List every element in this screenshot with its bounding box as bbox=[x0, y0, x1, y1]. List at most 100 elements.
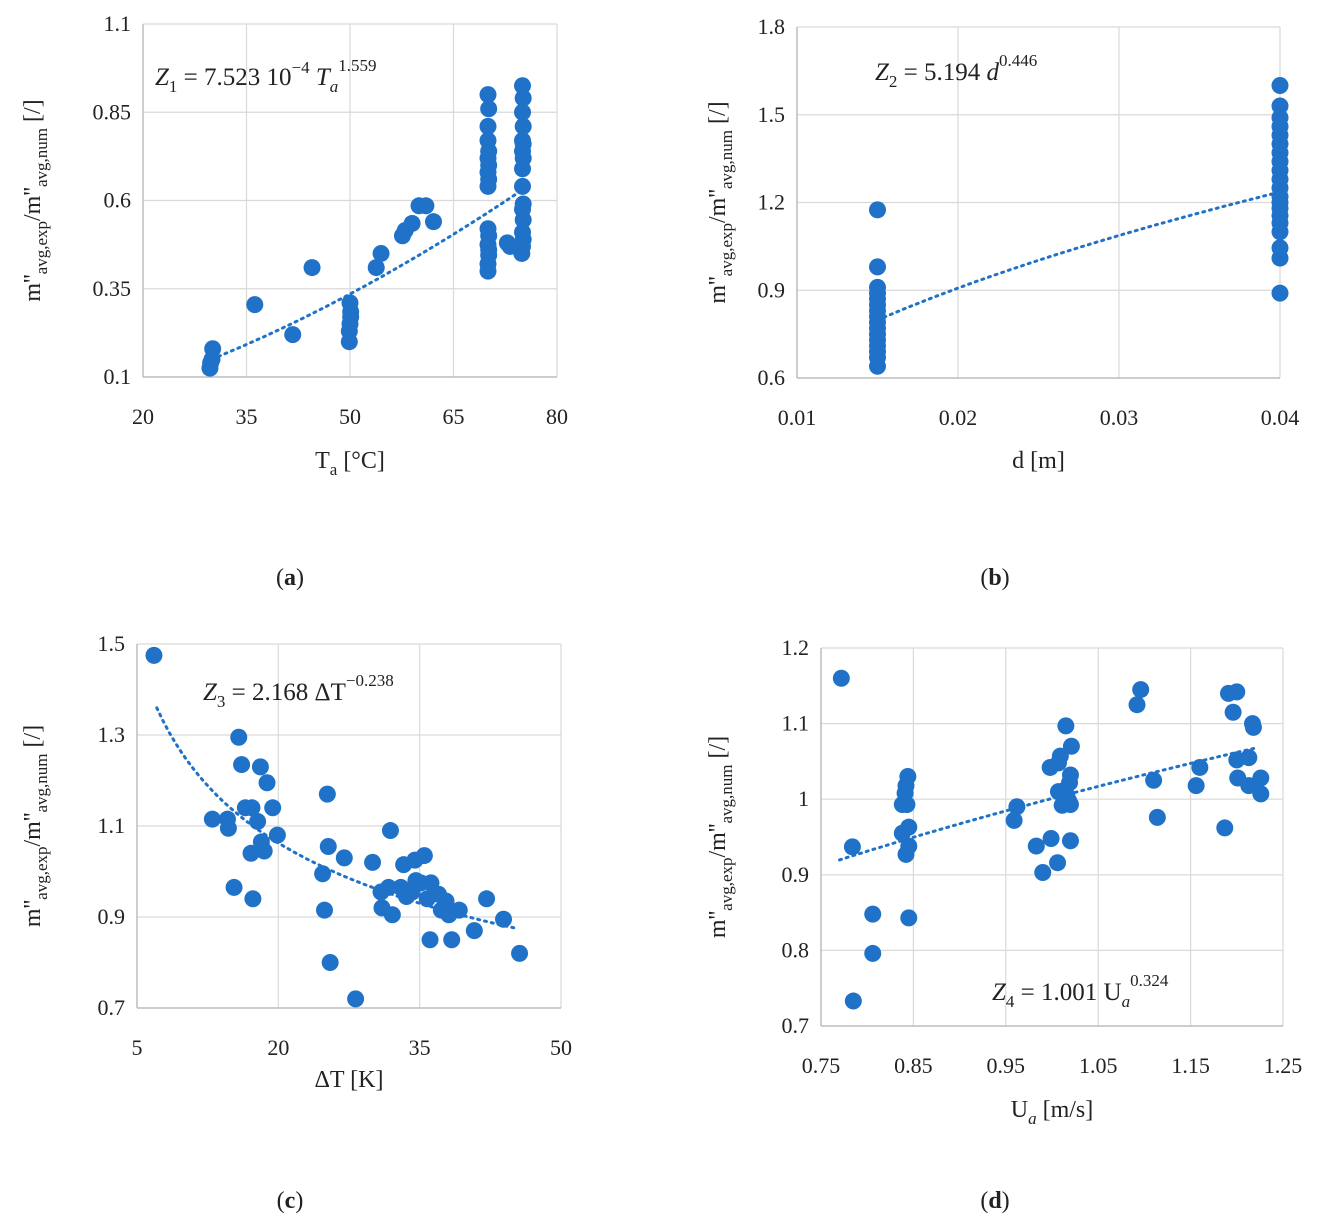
x-tick-label: 0.01 bbox=[778, 405, 817, 430]
y-tick-label: 1.5 bbox=[758, 102, 786, 127]
trend-line bbox=[210, 188, 524, 361]
data-point bbox=[832, 669, 850, 687]
y-tick-label: 0.9 bbox=[782, 862, 810, 887]
data-point bbox=[244, 890, 262, 908]
data-point bbox=[843, 838, 861, 856]
y-tick-label: 0.9 bbox=[98, 904, 126, 929]
trend-line bbox=[876, 190, 1282, 322]
data-point bbox=[1062, 737, 1080, 755]
data-point bbox=[900, 837, 918, 855]
data-point bbox=[230, 728, 248, 746]
data-point bbox=[233, 756, 251, 774]
data-point bbox=[479, 220, 497, 238]
x-tick-label: 20 bbox=[267, 1035, 289, 1060]
panel-label: (d) bbox=[980, 1188, 1009, 1214]
trend-line bbox=[155, 706, 521, 931]
data-point bbox=[1187, 777, 1205, 795]
data-point bbox=[844, 992, 862, 1010]
data-point bbox=[514, 77, 531, 95]
y-tick-label: 0.8 bbox=[782, 937, 810, 962]
y-tick-label: 0.85 bbox=[93, 99, 132, 124]
data-point bbox=[514, 117, 532, 135]
x-tick-label: 0.85 bbox=[894, 1053, 933, 1078]
x-tick-label: 50 bbox=[550, 1035, 572, 1060]
x-tick-label: 1.15 bbox=[1171, 1053, 1210, 1078]
data-point bbox=[479, 86, 497, 104]
data-point bbox=[450, 901, 468, 919]
data-point bbox=[1128, 696, 1146, 714]
data-point bbox=[372, 244, 390, 262]
data-point bbox=[514, 195, 532, 213]
equation-label: Z2 = 5.194 d0.446 bbox=[875, 51, 1037, 91]
data-point bbox=[225, 878, 243, 896]
chart-panel-c: 0.7 0.9 1.1 1.3 1.5 5 20 35 50 Z3 = 2.168 ΔT−0.23… bbox=[20, 631, 572, 1214]
data-point bbox=[869, 278, 886, 296]
data-point bbox=[1061, 795, 1079, 813]
data-point bbox=[1252, 769, 1270, 787]
data-point bbox=[383, 906, 401, 924]
y-tick-label: 0.35 bbox=[93, 276, 132, 301]
data-point bbox=[1228, 683, 1246, 701]
data-point bbox=[899, 768, 917, 786]
data-point bbox=[514, 131, 531, 149]
data-point bbox=[479, 131, 497, 149]
data-point bbox=[415, 847, 433, 865]
data-point bbox=[341, 294, 359, 312]
x-tick-label: 0.04 bbox=[1261, 405, 1300, 430]
data-point bbox=[1271, 284, 1289, 302]
data-point bbox=[900, 909, 918, 927]
data-point bbox=[1271, 97, 1289, 115]
data-point bbox=[869, 258, 886, 276]
data-point bbox=[203, 810, 221, 828]
y-tick-label: 1.5 bbox=[98, 631, 126, 656]
data-point bbox=[403, 214, 421, 232]
x-tick-label: 0.95 bbox=[987, 1053, 1026, 1078]
x-tick-label: 1.05 bbox=[1079, 1053, 1118, 1078]
trend-line bbox=[838, 746, 1257, 862]
data-point bbox=[264, 799, 282, 817]
data-point bbox=[900, 818, 918, 836]
data-point bbox=[869, 201, 886, 219]
data-point bbox=[437, 892, 455, 910]
data-point bbox=[514, 177, 531, 195]
data-point bbox=[443, 931, 461, 949]
data-point bbox=[219, 819, 237, 837]
x-tick-label: 0.75 bbox=[802, 1053, 841, 1078]
y-tick-label: 0.6 bbox=[758, 365, 786, 390]
data-point bbox=[316, 901, 334, 919]
y-axis-title: m''avg,exp/m''avg,num [/] bbox=[705, 736, 736, 938]
data-point bbox=[258, 774, 276, 792]
data-point bbox=[421, 931, 439, 949]
data-point bbox=[243, 799, 261, 817]
data-point bbox=[511, 944, 529, 962]
x-axis-title: Ta [°C] bbox=[315, 448, 385, 479]
data-point bbox=[514, 103, 531, 121]
equation-label: Z4 = 1.001 Ua0.324 bbox=[992, 971, 1169, 1011]
data-point bbox=[1244, 718, 1262, 736]
data-point bbox=[1061, 832, 1079, 850]
data-point bbox=[1271, 239, 1289, 257]
data-point bbox=[314, 865, 332, 883]
data-point bbox=[1034, 864, 1052, 882]
data-point bbox=[318, 785, 336, 803]
data-point bbox=[479, 117, 497, 135]
y-tick-label: 0.7 bbox=[98, 995, 126, 1020]
x-tick-label: 35 bbox=[236, 404, 258, 429]
data-point bbox=[242, 844, 260, 862]
data-point bbox=[1008, 798, 1026, 816]
x-tick-label: 35 bbox=[409, 1035, 431, 1060]
x-tick-label: 50 bbox=[339, 404, 361, 429]
x-axis-title: ΔT [K] bbox=[315, 1067, 384, 1093]
x-tick-label: 0.03 bbox=[1100, 405, 1139, 430]
y-tick-label: 1.2 bbox=[758, 190, 786, 215]
data-point bbox=[465, 922, 483, 940]
panel-label: (c) bbox=[277, 1188, 304, 1214]
equation-label: Z3 = 2.168 ΔT−0.238 bbox=[203, 671, 394, 711]
data-point bbox=[1027, 837, 1045, 855]
y-tick-label: 1.8 bbox=[758, 14, 786, 39]
data-point bbox=[1132, 681, 1150, 699]
data-point bbox=[204, 340, 222, 358]
x-tick-label: 65 bbox=[443, 404, 465, 429]
x-tick-label: 80 bbox=[546, 404, 568, 429]
